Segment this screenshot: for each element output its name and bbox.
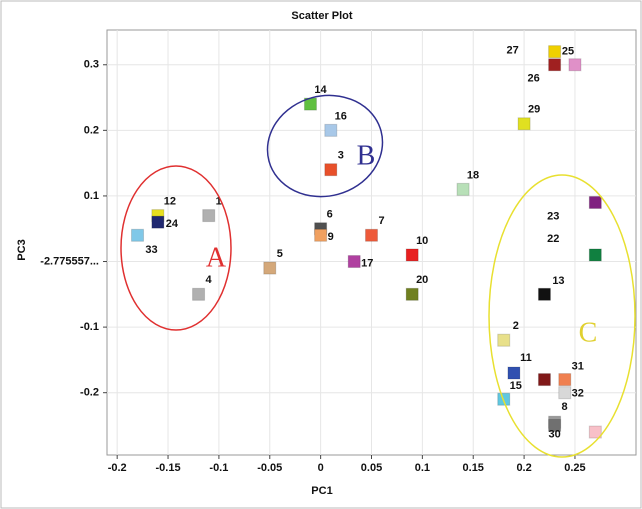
point-label: 7 bbox=[378, 215, 384, 227]
point bbox=[456, 182, 470, 196]
point-label: 1 bbox=[216, 196, 222, 208]
point bbox=[548, 45, 562, 59]
point-label: 18 bbox=[467, 169, 479, 181]
y-axis-label: PC3 bbox=[16, 239, 28, 260]
cluster-ellipse bbox=[266, 94, 384, 198]
x-axis-label: PC1 bbox=[311, 485, 332, 497]
point bbox=[324, 123, 338, 137]
point-label: 33 bbox=[145, 244, 157, 256]
point-label: 20 bbox=[416, 274, 428, 286]
x-tick-label: 0.15 bbox=[463, 462, 484, 474]
chart-title: Scatter Plot bbox=[291, 10, 352, 22]
x-tick-label: -0.1 bbox=[209, 462, 228, 474]
point-label: 17 bbox=[361, 257, 373, 269]
point bbox=[588, 248, 602, 262]
point bbox=[507, 366, 521, 380]
point-label: 25 bbox=[562, 46, 574, 58]
point bbox=[568, 58, 582, 72]
x-tick-label: 0.05 bbox=[361, 462, 382, 474]
point bbox=[151, 215, 165, 229]
y-tick-label: -0.1 bbox=[80, 321, 99, 333]
x-tick-label: -0.2 bbox=[108, 462, 127, 474]
point bbox=[588, 425, 602, 439]
point bbox=[558, 373, 572, 387]
point-label: 10 bbox=[416, 235, 428, 247]
point bbox=[131, 228, 145, 242]
point-label: 9 bbox=[328, 231, 334, 243]
point bbox=[517, 117, 531, 131]
point bbox=[314, 228, 328, 242]
point bbox=[365, 228, 378, 242]
grid: -0.2 -0.15 -0.1 -0.05 0 0.05 0.1 0.15 0.2 0.25-0.… bbox=[40, 30, 636, 474]
point bbox=[548, 418, 562, 432]
x-tick-label: 0.25 bbox=[564, 462, 585, 474]
point-label: 2 bbox=[513, 320, 519, 332]
point-label: 31 bbox=[572, 360, 584, 372]
cluster-ellipse bbox=[120, 165, 232, 331]
point-label: 4 bbox=[205, 274, 212, 286]
point-label: 27 bbox=[506, 45, 518, 57]
point-label: 16 bbox=[335, 110, 347, 122]
point bbox=[347, 255, 361, 269]
annotation: B bbox=[357, 140, 376, 171]
x-tick-label: 0.1 bbox=[415, 462, 430, 474]
x-tick-label: 0.2 bbox=[516, 462, 531, 474]
point-label: 29 bbox=[528, 104, 540, 116]
point-label: 15 bbox=[510, 380, 522, 392]
point bbox=[497, 333, 511, 347]
y-tick-label: 0.1 bbox=[84, 190, 99, 202]
point-label: 6 bbox=[327, 209, 333, 221]
point bbox=[588, 195, 602, 209]
point bbox=[558, 386, 572, 400]
point-label: 24 bbox=[166, 218, 179, 230]
point bbox=[324, 163, 338, 177]
y-tick-label: -0.2 bbox=[80, 387, 99, 399]
x-tick-label: -0.15 bbox=[155, 462, 180, 474]
point bbox=[405, 287, 419, 301]
y-tick-label: 0.2 bbox=[84, 124, 99, 136]
point-label: 22 bbox=[547, 233, 559, 245]
y-tick-label: 0.3 bbox=[84, 59, 99, 71]
point bbox=[202, 209, 216, 223]
point-label: 8 bbox=[562, 401, 568, 413]
annotation: C bbox=[579, 317, 598, 348]
point-label: 30 bbox=[548, 428, 560, 440]
point-label: 11 bbox=[520, 352, 532, 364]
point-label: 13 bbox=[552, 275, 564, 287]
annotation: A bbox=[206, 242, 227, 273]
point bbox=[405, 248, 419, 262]
point bbox=[537, 373, 551, 387]
point-label: 12 bbox=[164, 196, 176, 208]
point bbox=[192, 287, 206, 301]
point bbox=[263, 261, 277, 275]
point bbox=[548, 58, 562, 72]
y-tick-label: -2.775557... bbox=[40, 255, 99, 267]
point-label: 5 bbox=[277, 248, 283, 260]
cluster-ellipse bbox=[488, 174, 636, 458]
point-label: 3 bbox=[338, 150, 344, 162]
point bbox=[537, 287, 551, 301]
point-label: 32 bbox=[572, 388, 584, 400]
point-label: 23 bbox=[547, 210, 559, 222]
x-tick-label: -0.05 bbox=[257, 462, 282, 474]
x-tick-label: 0 bbox=[318, 462, 324, 474]
point-label: 26 bbox=[527, 73, 539, 85]
point-label: 14 bbox=[314, 84, 327, 96]
